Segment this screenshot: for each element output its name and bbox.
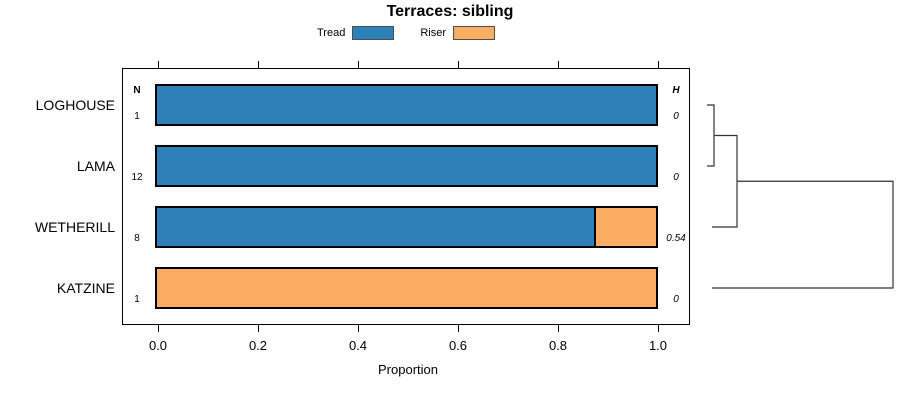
stacked-bar-loghouse	[155, 84, 658, 126]
axis-tick-top	[258, 61, 259, 68]
x-tick-label: 1.0	[648, 338, 668, 353]
axis-tick-top	[658, 61, 659, 68]
h-value: 0	[673, 111, 679, 122]
stacked-bar-wetherill	[155, 206, 658, 248]
axis-tick-bottom	[658, 325, 659, 332]
bar-segment-tread	[157, 86, 656, 124]
x-tick-label: 0.0	[148, 338, 168, 353]
category-label: LOGHOUSE	[35, 97, 115, 113]
h-value: 0	[673, 172, 679, 183]
n-value: 1	[134, 111, 140, 122]
n-value: 8	[134, 233, 140, 244]
n-column-header: N	[133, 85, 141, 96]
x-tick-label: 0.4	[348, 338, 368, 353]
x-axis-label: Proportion	[378, 362, 438, 377]
legend-item-tread: Tread	[317, 25, 395, 41]
category-label: WETHERILL	[34, 219, 115, 235]
x-tick-label: 0.6	[448, 338, 468, 353]
category-label: LAMA	[76, 158, 115, 174]
legend-label-tread: Tread	[317, 27, 346, 39]
axis-tick-bottom	[458, 325, 459, 332]
bar-segment-riser	[157, 269, 656, 307]
stacked-bar-katzine	[155, 267, 658, 309]
bar-segment-riser	[593, 208, 656, 246]
axis-tick-top	[458, 61, 459, 68]
axis-tick-top	[358, 61, 359, 68]
axis-tick-bottom	[358, 325, 359, 332]
axis-tick-top	[558, 61, 559, 68]
legend-label-riser: Riser	[420, 27, 446, 39]
x-tick-label: 0.2	[248, 338, 268, 353]
legend-item-riser: Riser	[420, 25, 495, 41]
legend-swatch-tread	[352, 26, 395, 40]
chart-title: Terraces: sibling	[386, 3, 514, 20]
bar-segment-tread	[157, 208, 594, 246]
h-value: 0.54	[666, 233, 686, 244]
axis-tick-bottom	[558, 325, 559, 332]
h-column-header: H	[672, 85, 680, 96]
legend-swatch-riser	[453, 26, 495, 40]
n-value: 12	[131, 172, 143, 183]
category-label: KATZINE	[56, 280, 115, 296]
h-value: 0	[673, 294, 679, 305]
n-value: 1	[134, 294, 140, 305]
axis-tick-bottom	[258, 325, 259, 332]
stacked-bar-lama	[155, 145, 658, 187]
x-tick-label: 0.8	[548, 338, 568, 353]
bar-segment-tread	[157, 147, 656, 185]
axis-tick-top	[158, 61, 159, 68]
axis-tick-bottom	[158, 325, 159, 332]
legend: Tread Riser	[122, 25, 690, 41]
